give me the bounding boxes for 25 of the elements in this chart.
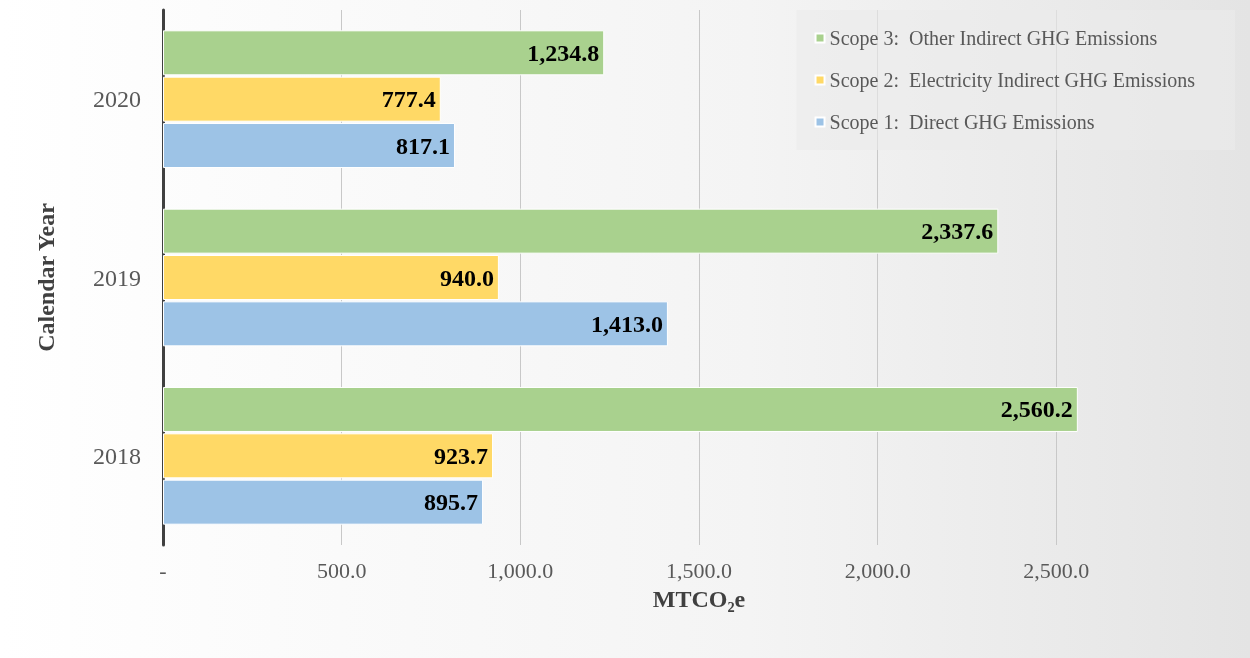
legend-label: Scope 3: Other Indirect GHG Emissions: [829, 27, 1158, 50]
data-label: 777.4: [381, 86, 436, 113]
data-label: 2,560.2: [1000, 396, 1073, 423]
data-label: 923.7: [434, 442, 489, 469]
y-tick-label: 2019: [93, 264, 141, 291]
data-label: 817.1: [395, 132, 450, 159]
data-label: 1,234.8: [527, 39, 600, 66]
x-tick-label: -: [159, 557, 167, 583]
x-tick-label: 500.0: [316, 557, 367, 583]
x-tick-label: 2,000.0: [844, 557, 911, 583]
x-axis-title: MTCO₂e: [652, 586, 746, 612]
data-label: 2,337.6: [921, 218, 994, 245]
bar: [163, 479, 484, 525]
y-tick-label: 2018: [93, 442, 141, 469]
x-tick-label: 1,500.0: [666, 557, 732, 583]
x-tick-label: 1,000.0: [487, 557, 554, 583]
data-label: 895.7: [424, 489, 479, 516]
x-tick-label: 2,500.0: [1023, 557, 1090, 583]
y-axis-title: Calendar Year: [33, 202, 59, 352]
y-tick-label: 2020: [93, 86, 141, 113]
legend-label: Scope 2: Electricity Indirect GHG Emissions: [829, 69, 1196, 92]
bar: [163, 30, 605, 76]
data-label: 1,413.0: [590, 310, 663, 337]
legend-label: Scope 1: Direct GHG Emissions: [829, 111, 1095, 134]
data-label: 940.0: [439, 264, 494, 291]
